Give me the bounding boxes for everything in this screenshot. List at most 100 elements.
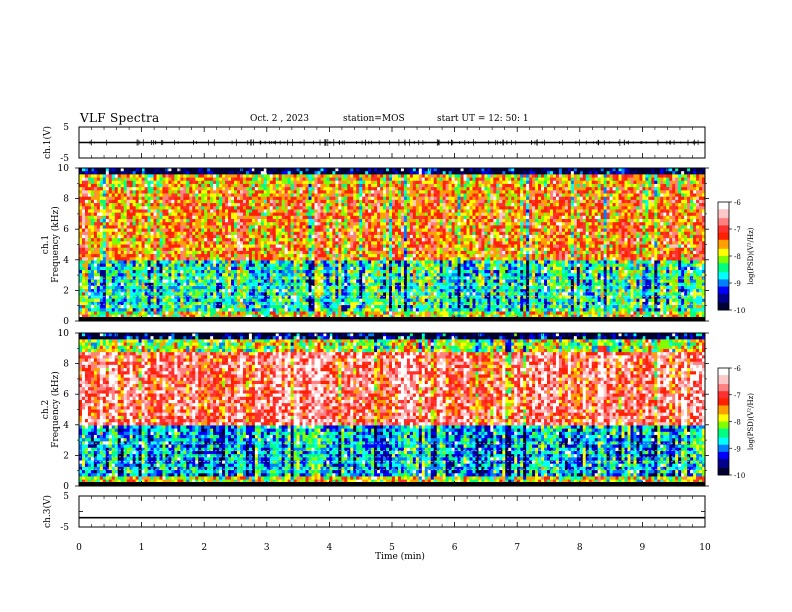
spectrogram-cell — [332, 289, 335, 293]
spectrogram-cell — [127, 260, 130, 264]
spectrogram-cell — [183, 181, 186, 185]
spectrogram-cell — [85, 178, 88, 182]
spectrogram-cell — [219, 270, 222, 274]
spectrogram-cell — [291, 229, 294, 233]
spectrogram-cell — [317, 308, 320, 312]
spectrogram-cell — [174, 203, 177, 207]
spectrogram-cell — [294, 260, 297, 264]
spectrogram-cell — [112, 213, 115, 217]
spectrogram-cell — [246, 299, 249, 303]
spectrogram-cell — [365, 197, 368, 201]
spectrogram-cell — [273, 171, 276, 175]
spectrogram-cell — [115, 219, 118, 223]
spectrogram-cell — [338, 181, 341, 185]
spectrogram-cell — [353, 200, 356, 204]
spectrogram-cell — [291, 260, 294, 264]
spectrogram-cell — [276, 203, 279, 207]
spectrogram-cell — [219, 197, 222, 201]
spectrogram-cell — [168, 260, 171, 264]
spectrogram-cell — [91, 200, 94, 204]
spectrogram-cell — [82, 251, 85, 255]
spectrogram-cell — [291, 289, 294, 293]
spectrogram-cell — [291, 308, 294, 312]
spectrogram-cell — [294, 267, 297, 271]
spectrogram-cell — [225, 257, 228, 261]
spectrogram-cell — [353, 302, 356, 306]
spectrogram-cell — [121, 190, 124, 194]
spectrogram-cell — [162, 174, 165, 178]
spectrogram-cell — [288, 187, 291, 191]
spectrogram-cell — [261, 280, 264, 284]
spectrogram-cell — [168, 245, 171, 249]
spectrogram-cell — [359, 251, 362, 255]
spectrogram-cell — [186, 232, 189, 236]
spectrogram-cell — [109, 251, 112, 255]
spectrogram-cell — [100, 171, 103, 175]
spectrogram-cell — [273, 308, 276, 312]
spectrogram-cell — [270, 171, 273, 175]
spectrogram-cell — [106, 305, 109, 309]
spectrogram-cell — [249, 232, 252, 236]
spectrogram-cell — [282, 168, 285, 172]
spectrogram-cell — [332, 225, 335, 229]
spectrogram-cell — [315, 267, 318, 271]
spectrogram-cell — [88, 171, 91, 175]
spectrogram-cell — [371, 229, 374, 233]
spectrogram-cell — [136, 190, 139, 194]
spectrogram-cell — [124, 311, 127, 315]
spectrogram-cell — [121, 213, 124, 217]
spectrogram-cell — [204, 260, 207, 264]
spectrogram-cell — [151, 178, 154, 182]
spectrogram-cell — [267, 174, 270, 178]
spectrogram-cell — [341, 308, 344, 312]
spectrogram-cell — [79, 286, 82, 290]
spectrogram-cell — [204, 296, 207, 300]
spectrogram-cell — [121, 216, 124, 220]
spectrogram-cell — [279, 209, 282, 213]
spectrogram-cell — [350, 251, 353, 255]
spectrogram-cell — [186, 209, 189, 213]
spectrogram-cell — [344, 248, 347, 252]
spectrogram-cell — [338, 187, 341, 191]
spectrogram-cell — [207, 194, 210, 198]
spectrogram-cell — [106, 184, 109, 188]
spectrogram-cell — [121, 289, 124, 293]
spectrogram-cell — [350, 184, 353, 188]
spectrogram-cell — [112, 197, 115, 201]
spectrogram-cell — [282, 232, 285, 236]
spectrogram-cell — [359, 245, 362, 249]
spectrogram-cell — [365, 181, 368, 185]
spectrogram-cell — [335, 178, 338, 182]
spectrogram-cell — [171, 264, 174, 268]
spectrogram-cell — [368, 235, 371, 239]
spectrogram-cell — [91, 264, 94, 268]
spectrogram-cell — [94, 168, 97, 172]
spectrogram-cell — [303, 267, 306, 271]
spectrogram-cell — [359, 254, 362, 258]
spectrogram-cell — [112, 270, 115, 274]
spectrogram-cell — [258, 257, 261, 261]
spectrogram-cell — [133, 241, 136, 245]
spectrogram-cell — [171, 219, 174, 223]
spectrogram-cell — [320, 235, 323, 239]
spectrogram-cell — [180, 213, 183, 217]
spectrogram-cell — [177, 181, 180, 185]
spectrogram-cell — [174, 171, 177, 175]
spectrogram-cell — [118, 289, 121, 293]
spectrogram-cell — [195, 248, 198, 252]
spectrogram-cell — [157, 302, 160, 306]
spectrogram-cell — [335, 197, 338, 201]
spectrogram-cell — [365, 286, 368, 290]
spectrogram-cell — [204, 308, 207, 312]
spectrogram-cell — [279, 229, 282, 233]
spectrogram-cell — [288, 245, 291, 249]
spectrogram-cell — [228, 257, 231, 261]
spectrogram-cell — [145, 254, 148, 258]
spectrogram-cell — [237, 251, 240, 255]
spectrogram-cell — [204, 171, 207, 175]
spectrogram-cell — [270, 187, 273, 191]
spectrogram-cell — [303, 302, 306, 306]
spectrogram-cell — [97, 235, 100, 239]
spectrogram-cell — [270, 302, 273, 306]
spectrogram-cell — [368, 238, 371, 242]
